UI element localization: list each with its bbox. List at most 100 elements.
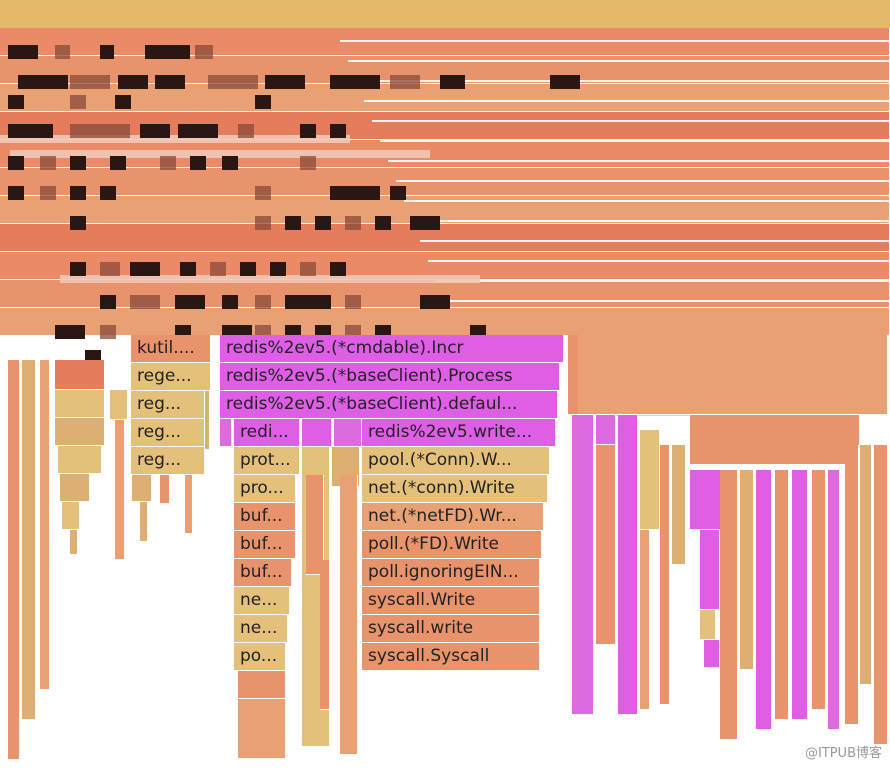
redacted-block <box>55 325 85 339</box>
narrow-frame[interactable] <box>60 474 90 502</box>
narrow-frame[interactable] <box>672 445 686 565</box>
flame-root-bar[interactable] <box>0 0 890 28</box>
redacted-block <box>440 75 465 89</box>
frame-bufio-3[interactable]: buf... <box>234 559 292 587</box>
narrow-frame[interactable] <box>55 360 105 390</box>
frame-bufio-1[interactable]: buf... <box>234 503 296 531</box>
frame-regex-3[interactable]: reg... <box>131 419 205 447</box>
redacted-block <box>345 295 361 309</box>
frame-net-1[interactable]: ne... <box>234 587 290 615</box>
stack-row-right[interactable] <box>690 415 860 465</box>
narrow-frame[interactable] <box>140 502 148 542</box>
stack-row-0[interactable] <box>0 28 890 56</box>
stack-row-5[interactable] <box>0 168 890 196</box>
narrow-frame[interactable] <box>640 530 650 710</box>
frame-proto-1[interactable]: prot... <box>234 447 300 475</box>
narrow-frame[interactable] <box>320 560 330 710</box>
redacted-block <box>255 295 271 309</box>
frame-syscall-write-upper[interactable]: syscall.Write <box>362 587 540 615</box>
narrow-frame[interactable] <box>660 445 670 705</box>
narrow-frame[interactable] <box>132 474 152 502</box>
frame-syscall-write-lower[interactable]: syscall.write <box>362 615 540 643</box>
narrow-frame[interactable] <box>22 360 36 720</box>
frame-regex-4[interactable]: reg... <box>131 447 205 475</box>
frame-baseclient-default[interactable]: redis%2ev5.(*baseClient).defaul... <box>220 391 558 419</box>
redacted-block <box>100 262 120 276</box>
redacted-block <box>550 75 580 89</box>
narrow-frame[interactable] <box>792 470 808 720</box>
narrow-frame[interactable] <box>700 530 720 610</box>
narrow-frame[interactable] <box>302 419 332 447</box>
blurred-streak <box>0 135 350 143</box>
frame-net-netfd-write[interactable]: net.(*netFD).Wr... <box>362 503 544 531</box>
frame-cmdable-incr[interactable]: redis%2ev5.(*cmdable).Incr <box>220 335 564 363</box>
narrow-frame[interactable] <box>8 360 20 760</box>
narrow-frame[interactable] <box>618 415 638 715</box>
narrow-frame[interactable] <box>740 470 754 670</box>
narrow-frame[interactable] <box>55 390 105 418</box>
redacted-block <box>270 262 286 276</box>
frame-bufio-2[interactable]: buf... <box>234 531 296 559</box>
redacted-block <box>140 124 170 138</box>
narrow-frame[interactable] <box>40 360 50 690</box>
stack-row-right[interactable] <box>578 335 888 415</box>
narrow-frame[interactable] <box>596 415 616 445</box>
frame-syscall-syscall[interactable]: syscall.Syscall <box>362 643 540 671</box>
narrow-frame[interactable] <box>572 415 594 715</box>
frame-poll-ignoring[interactable]: poll.ignoringEIN... <box>362 559 540 587</box>
narrow-frame[interactable] <box>756 470 772 730</box>
narrow-frame[interactable] <box>860 445 872 685</box>
stack-divider <box>412 220 890 222</box>
frame-net-2[interactable]: ne... <box>234 615 288 643</box>
narrow-frame[interactable] <box>185 474 193 534</box>
narrow-frame[interactable] <box>640 430 660 530</box>
redacted-block <box>8 156 24 170</box>
narrow-frame[interactable] <box>340 475 358 755</box>
narrow-frame[interactable] <box>115 420 125 560</box>
narrow-frame[interactable] <box>70 530 78 555</box>
narrow-frame[interactable] <box>334 419 362 447</box>
narrow-frame[interactable] <box>220 419 232 447</box>
redacted-block <box>410 216 440 230</box>
stack-divider <box>396 180 890 182</box>
stack-divider <box>356 80 890 82</box>
redacted-block <box>178 124 218 138</box>
frame-poll-fd-write[interactable]: poll.(*FD).Write <box>362 531 542 559</box>
narrow-frame[interactable] <box>874 445 888 745</box>
redacted-block <box>330 124 346 138</box>
frame-regex-1[interactable]: rege... <box>131 363 211 391</box>
stack-row-10[interactable] <box>0 308 890 336</box>
narrow-frame[interactable] <box>200 390 210 450</box>
narrow-frame[interactable] <box>55 418 105 446</box>
frame-pool-conn-write[interactable]: pool.(*Conn).W... <box>362 447 550 475</box>
narrow-frame[interactable] <box>700 610 716 640</box>
narrow-frame[interactable] <box>845 445 859 725</box>
narrow-frame[interactable] <box>58 446 102 474</box>
narrow-frame[interactable] <box>238 699 286 759</box>
narrow-frame[interactable] <box>812 470 826 710</box>
frame-redis-short[interactable]: redi... <box>234 419 300 447</box>
narrow-frame[interactable] <box>704 640 720 668</box>
stack-row-7[interactable] <box>0 224 890 252</box>
frame-baseclient-process[interactable]: redis%2ev5.(*baseClient).Process <box>220 363 560 391</box>
narrow-frame[interactable] <box>775 470 789 720</box>
blurred-streak <box>10 150 430 158</box>
stack-divider <box>444 300 890 302</box>
frame-poll-short[interactable]: po... <box>234 643 286 671</box>
frame-kutil[interactable]: kutil.... <box>131 335 211 363</box>
narrow-frame[interactable] <box>160 474 170 504</box>
frame-redis-write[interactable]: redis%2ev5.write... <box>362 419 556 447</box>
narrow-frame[interactable] <box>596 445 616 645</box>
narrow-frame[interactable] <box>110 390 128 420</box>
narrow-frame[interactable] <box>828 470 840 730</box>
narrow-frame[interactable] <box>306 475 324 575</box>
redacted-block <box>420 295 450 309</box>
narrow-frame[interactable] <box>238 671 286 699</box>
redacted-block <box>8 95 24 109</box>
frame-regex-2[interactable]: reg... <box>131 391 205 419</box>
narrow-frame[interactable] <box>62 502 80 530</box>
redacted-block <box>210 262 226 276</box>
narrow-frame[interactable] <box>720 470 738 740</box>
frame-net-conn-write[interactable]: net.(*conn).Write <box>362 475 548 503</box>
frame-proto-2[interactable]: pro... <box>234 475 296 503</box>
